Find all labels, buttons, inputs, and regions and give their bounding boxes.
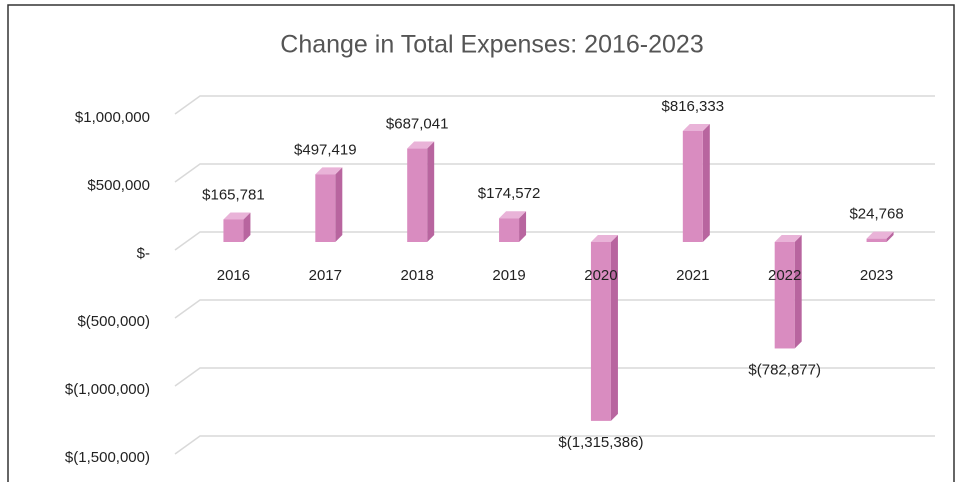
y-tick-label: $(1,000,000) [65, 381, 150, 398]
bar [499, 218, 520, 242]
chart-title: Change in Total Expenses: 2016-2023 [280, 31, 703, 59]
grid-line [174, 299, 935, 319]
x-tick-label: 2022 [768, 267, 801, 284]
data-label: $(1,315,386) [558, 434, 643, 451]
data-label: $165,781 [202, 186, 265, 203]
data-label: $497,419 [294, 141, 357, 158]
y-tick-label: $(500,000) [77, 313, 150, 330]
bar [682, 130, 703, 242]
bar-side [702, 123, 710, 242]
bar-side [427, 141, 435, 242]
data-label: $687,041 [386, 116, 449, 133]
bar-top [315, 167, 343, 175]
bar [866, 238, 887, 242]
grid-line [174, 95, 935, 115]
x-tick-label: 2017 [309, 267, 342, 284]
bar-top [866, 231, 894, 239]
bar-side [243, 212, 251, 242]
y-tick-label: $- [137, 245, 150, 262]
x-tick-label: 2018 [401, 267, 434, 284]
y-tick-label: $(1,500,000) [65, 449, 150, 466]
y-tick-label: $500,000 [87, 177, 150, 194]
x-tick-label: 2020 [584, 267, 617, 284]
bar-side [794, 235, 802, 349]
bar [315, 174, 336, 242]
data-label: $24,768 [849, 206, 903, 223]
data-label: $(782,877) [748, 361, 821, 378]
grid-line [174, 367, 935, 387]
grid-line [174, 435, 935, 455]
bar [590, 242, 611, 421]
x-tick-label: 2023 [860, 267, 893, 284]
bar-top [590, 235, 618, 242]
bar [223, 219, 244, 242]
bar-top [682, 123, 710, 131]
bar-side [519, 211, 527, 242]
bar-top [223, 212, 251, 220]
bar-top [407, 141, 435, 149]
bar-side [610, 235, 618, 421]
bar [774, 242, 795, 349]
x-tick-label: 2021 [676, 267, 709, 284]
bar-top [774, 235, 802, 242]
bar-side [335, 167, 343, 242]
bar-top [499, 211, 527, 219]
x-tick-label: 2019 [492, 267, 525, 284]
y-tick-label: $1,000,000 [75, 109, 150, 126]
bar [407, 148, 428, 242]
data-label: $816,333 [662, 98, 725, 115]
data-label: $174,572 [478, 185, 541, 202]
x-tick-label: 2016 [217, 267, 250, 284]
chart-border [7, 4, 955, 487]
bar-side [886, 231, 894, 242]
